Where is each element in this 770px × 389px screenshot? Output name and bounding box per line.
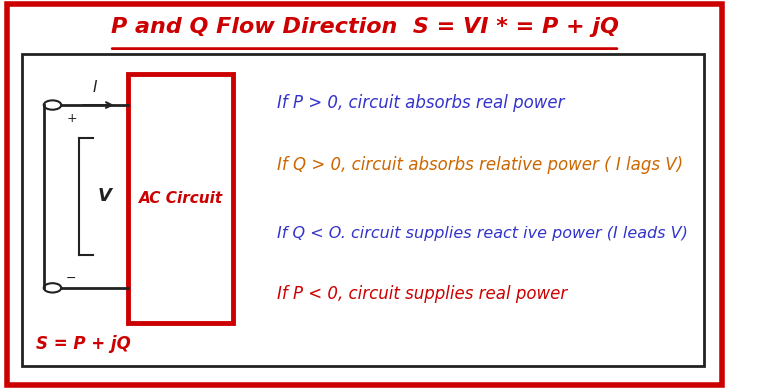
Text: If P < 0, circuit supplies real power: If P < 0, circuit supplies real power (277, 285, 567, 303)
Text: If Q < O. circuit supplies react ive power (I leads V): If Q < O. circuit supplies react ive pow… (277, 226, 688, 241)
Text: If P > 0, circuit absorbs real power: If P > 0, circuit absorbs real power (277, 94, 564, 112)
Text: I: I (92, 80, 97, 95)
Text: If Q > 0, circuit absorbs relative power ( I lags V): If Q > 0, circuit absorbs relative power… (277, 156, 683, 174)
Text: AC Circuit: AC Circuit (139, 191, 223, 206)
FancyBboxPatch shape (128, 74, 233, 323)
Text: −: − (66, 272, 77, 286)
Text: V: V (97, 187, 111, 205)
Text: P and Q Flow Direction  S = VI * = P + jQ: P and Q Flow Direction S = VI * = P + jQ (111, 17, 618, 37)
Text: +: + (66, 112, 77, 125)
Text: S = P + jQ: S = P + jQ (36, 335, 131, 353)
